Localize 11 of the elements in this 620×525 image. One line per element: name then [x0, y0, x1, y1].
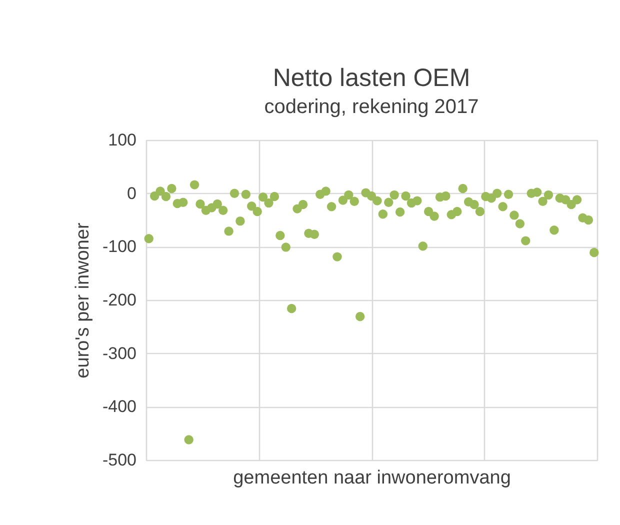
y-axis-title: euro's per inwoner — [72, 222, 94, 378]
y-tick-label: -300 — [102, 344, 136, 363]
y-tick-label: -400 — [102, 397, 136, 416]
y-tick-label: 100 — [108, 130, 136, 150]
y-tick-label: -100 — [102, 237, 136, 256]
y-tick-label: -200 — [102, 290, 136, 310]
chart-subtitle: codering, rekening 2017 — [264, 96, 479, 118]
x-axis-title: gemeenten naar inwoneromvang — [233, 468, 511, 488]
chart-title: Netto lasten OEM — [272, 64, 470, 92]
y-tick-label: 0 — [127, 184, 136, 203]
y-tick-label: -500 — [102, 450, 136, 470]
